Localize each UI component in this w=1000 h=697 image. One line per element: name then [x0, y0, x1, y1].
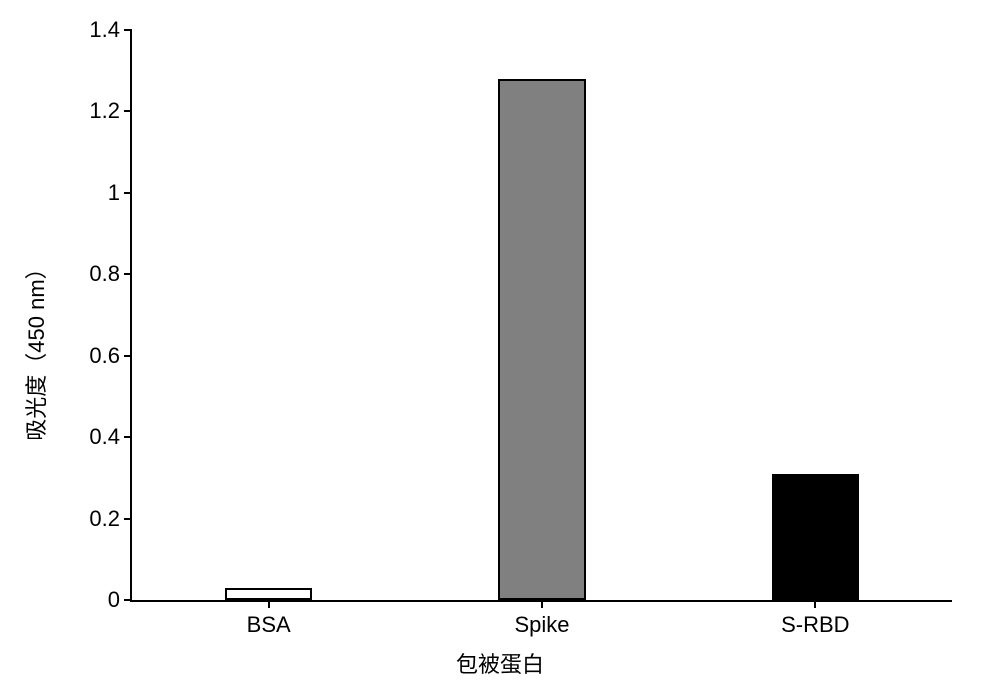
- y-tick-label: 0.6: [89, 343, 120, 369]
- y-tick: [124, 29, 132, 31]
- bar-bsa: [225, 588, 312, 600]
- y-tick: [124, 273, 132, 275]
- y-tick: [124, 192, 132, 194]
- bar-spike: [498, 79, 585, 600]
- bar-s-rbd: [772, 474, 859, 600]
- x-axis-title: 包被蛋白: [456, 647, 544, 679]
- y-tick-label: 0: [108, 587, 120, 613]
- y-tick-label: 1.4: [89, 17, 120, 43]
- y-tick-label: 0.8: [89, 261, 120, 287]
- y-tick: [124, 599, 132, 601]
- y-tick-label: 0.2: [89, 506, 120, 532]
- x-tick: [268, 600, 270, 608]
- y-tick: [124, 518, 132, 520]
- x-tick-label: S-RBD: [781, 612, 849, 638]
- x-tick: [814, 600, 816, 608]
- y-tick: [124, 436, 132, 438]
- y-axis-title: 吸光度（450 nm）: [19, 257, 51, 440]
- y-tick-label: 1.2: [89, 98, 120, 124]
- y-tick-label: 1: [108, 180, 120, 206]
- x-tick-label: BSA: [247, 612, 291, 638]
- y-tick: [124, 355, 132, 357]
- y-tick: [124, 110, 132, 112]
- x-tick-label: Spike: [514, 612, 569, 638]
- x-tick: [541, 600, 543, 608]
- chart-container: 吸光度（450 nm） 00.20.40.60.811.21.4BSASpike…: [0, 0, 1000, 697]
- plot-area: 00.20.40.60.811.21.4BSASpikeS-RBD: [130, 30, 952, 602]
- y-tick-label: 0.4: [89, 424, 120, 450]
